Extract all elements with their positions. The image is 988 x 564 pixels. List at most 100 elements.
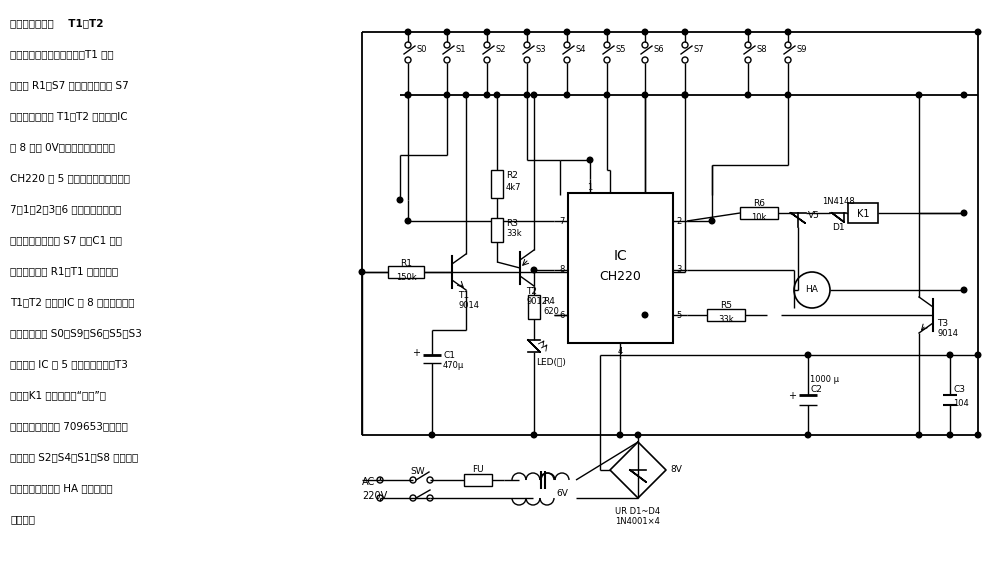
Circle shape <box>916 432 922 438</box>
Circle shape <box>642 29 648 35</box>
Text: 发可控硅，讯响器 HA 得电发出报: 发可控硅，讯响器 HA 得电发出报 <box>10 483 113 493</box>
Text: R3: R3 <box>506 219 518 228</box>
Circle shape <box>805 352 811 358</box>
Text: R5: R5 <box>720 302 732 311</box>
Text: 9014: 9014 <box>458 301 479 310</box>
Text: R4: R4 <box>543 297 555 306</box>
Circle shape <box>564 92 570 98</box>
Circle shape <box>961 92 967 98</box>
Circle shape <box>975 432 981 438</box>
Text: 码者触及 S2、S4、S1、S8 键时，触: 码者触及 S2、S4、S1、S8 键时，触 <box>10 452 138 462</box>
Text: S6: S6 <box>653 46 664 55</box>
Bar <box>707 309 745 321</box>
Circle shape <box>916 92 922 98</box>
Text: T1、T2 导通，IC 的 8 脚得电工作，: T1、T2 导通，IC 的 8 脚得电工作， <box>10 297 134 307</box>
Text: 9012: 9012 <box>526 297 547 306</box>
Circle shape <box>463 92 468 98</box>
Text: IC: IC <box>614 249 627 263</box>
Circle shape <box>484 92 490 98</box>
Text: S8: S8 <box>756 46 767 55</box>
Circle shape <box>682 92 688 98</box>
Text: 620: 620 <box>543 306 559 315</box>
Text: S9: S9 <box>796 46 806 55</box>
Text: +: + <box>788 391 796 401</box>
Text: 发高电平。当按动 S7 时，C1 立即: 发高电平。当按动 S7 时，C1 立即 <box>10 235 122 245</box>
Text: 10k: 10k <box>751 214 767 223</box>
Text: AC: AC <box>362 477 375 487</box>
Text: S5: S5 <box>615 46 625 55</box>
Circle shape <box>635 432 641 438</box>
Text: 1N4001×4: 1N4001×4 <box>616 518 660 527</box>
Circle shape <box>642 312 648 318</box>
Bar <box>491 170 503 198</box>
Bar <box>568 193 673 343</box>
Text: T1: T1 <box>458 292 469 301</box>
Circle shape <box>445 29 450 35</box>
Circle shape <box>947 432 952 438</box>
Circle shape <box>682 29 688 35</box>
Text: D1: D1 <box>832 223 845 231</box>
Text: 8V: 8V <box>670 465 682 474</box>
Text: 220V: 220V <box>362 491 387 501</box>
Circle shape <box>429 432 435 438</box>
Text: CH220: CH220 <box>600 270 641 283</box>
Text: 处于断位，所以 T1、T2 均截止，IC: 处于断位，所以 T1、T2 均截止，IC <box>10 111 127 121</box>
Circle shape <box>494 92 500 98</box>
Bar <box>388 266 424 278</box>
Text: 470μ: 470μ <box>443 360 464 369</box>
Circle shape <box>405 92 411 98</box>
Text: 8: 8 <box>559 266 565 275</box>
Text: R1: R1 <box>400 258 412 267</box>
Circle shape <box>605 92 610 98</box>
Circle shape <box>405 218 411 224</box>
Text: 6V: 6V <box>556 490 568 499</box>
Text: FU: FU <box>472 465 484 474</box>
Circle shape <box>975 352 981 358</box>
Circle shape <box>961 210 967 216</box>
Text: HA: HA <box>805 285 818 294</box>
Text: 1000 μ: 1000 μ <box>810 376 839 385</box>
Text: C2: C2 <box>810 386 822 394</box>
Circle shape <box>682 92 688 98</box>
Text: 104: 104 <box>953 399 969 408</box>
Bar <box>491 218 503 242</box>
Text: S3: S3 <box>535 46 545 55</box>
Text: 能。此开锁密码为 709653。不知密: 能。此开锁密码为 709653。不知密 <box>10 421 127 431</box>
Text: C1: C1 <box>443 350 455 359</box>
Circle shape <box>975 29 981 35</box>
Text: 33k: 33k <box>506 230 522 239</box>
Text: T2: T2 <box>526 288 537 297</box>
Circle shape <box>405 29 411 35</box>
Text: 9014: 9014 <box>937 328 958 337</box>
Circle shape <box>397 197 403 203</box>
Text: 的 8 脚为 0V，电路静止不耗电。: 的 8 脚为 0V，电路静止不耗电。 <box>10 142 115 152</box>
Text: T3: T3 <box>937 319 948 328</box>
Text: LED(红): LED(红) <box>536 358 566 367</box>
Text: 警信号。: 警信号。 <box>10 514 35 524</box>
Text: C3: C3 <box>953 386 965 394</box>
Circle shape <box>947 352 952 358</box>
Text: 7: 7 <box>559 217 565 226</box>
Circle shape <box>532 432 536 438</box>
Circle shape <box>805 432 811 438</box>
Text: UR D1~D4: UR D1~D4 <box>616 508 661 517</box>
Text: 150k: 150k <box>395 272 416 281</box>
Circle shape <box>445 92 450 98</box>
Circle shape <box>564 29 570 35</box>
Text: 1N4148: 1N4148 <box>822 196 855 205</box>
Circle shape <box>587 157 593 163</box>
Text: 5: 5 <box>676 311 682 319</box>
Circle shape <box>532 267 536 273</box>
Circle shape <box>605 29 610 35</box>
Text: S0: S0 <box>416 46 427 55</box>
Text: +: + <box>412 348 420 358</box>
Text: 3: 3 <box>676 266 682 275</box>
Text: CH220 的 5 脚输出高电平的条件是: CH220 的 5 脚输出高电平的条件是 <box>10 173 130 183</box>
Text: 接着依次按动 S0、S9、S6、S5、S3: 接着依次按动 S0、S9、S6、S5、S3 <box>10 328 142 338</box>
Circle shape <box>525 92 530 98</box>
Text: 构成定时供电开关。平时，T1 的基: 构成定时供电开关。平时，T1 的基 <box>10 49 114 59</box>
Text: 4k7: 4k7 <box>506 183 522 192</box>
Text: S1: S1 <box>455 46 465 55</box>
Circle shape <box>525 29 530 35</box>
Bar <box>740 207 778 219</box>
